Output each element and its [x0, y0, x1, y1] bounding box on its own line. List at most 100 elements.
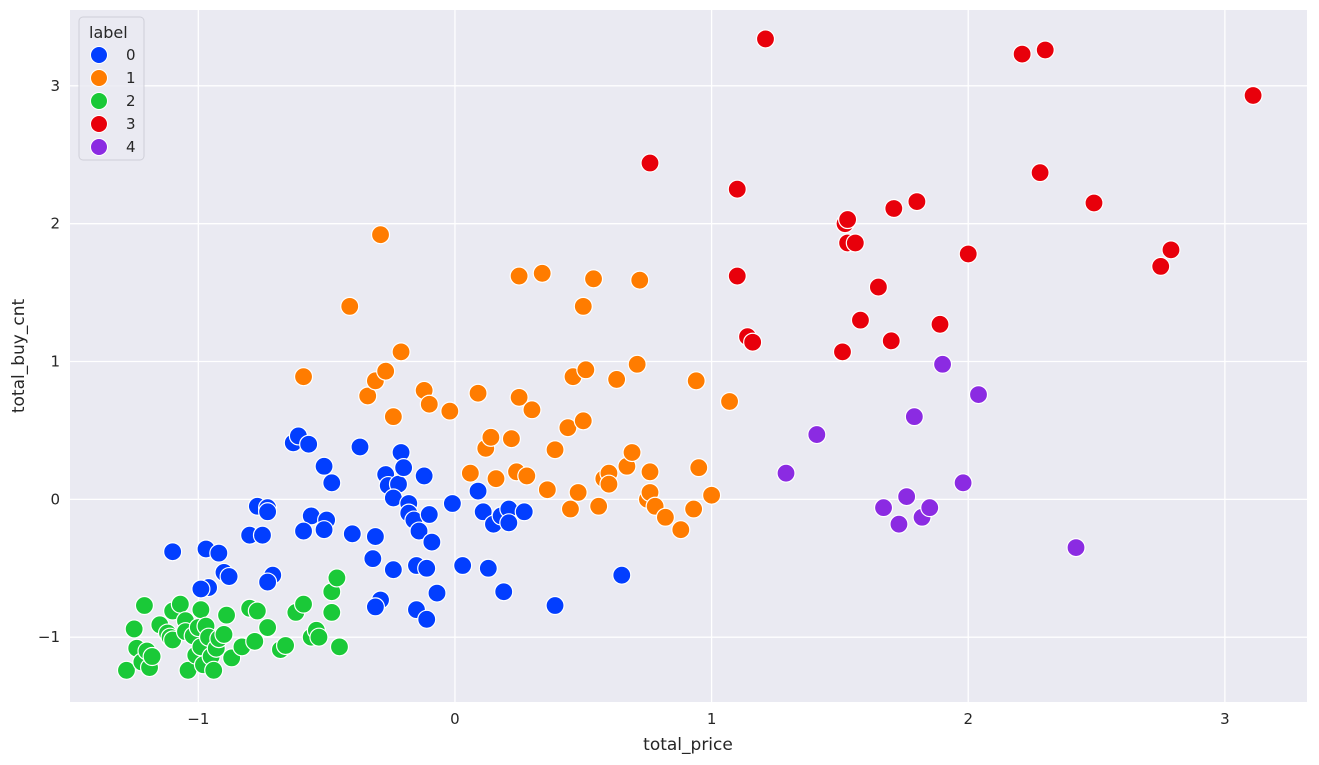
x-tick-label: 2 [963, 710, 973, 728]
legend-label-3: 3 [126, 115, 136, 133]
data-point-label-3 [845, 233, 865, 253]
data-point-label-2 [322, 602, 342, 622]
data-point-label-3 [850, 310, 871, 330]
data-point-label-1 [573, 411, 593, 431]
x-tick-label: −1 [187, 710, 209, 728]
data-point-label-0 [612, 565, 632, 585]
data-point-label-1 [583, 269, 604, 289]
data-point-label-2 [124, 619, 144, 639]
data-point-label-0 [417, 558, 437, 578]
legend-title: label [89, 23, 128, 42]
data-point-label-4 [953, 473, 973, 493]
data-point-label-0 [258, 572, 278, 592]
data-point-label-0 [314, 520, 334, 540]
data-point-label-2 [170, 594, 190, 614]
data-point-label-0 [514, 502, 534, 522]
legend-marker-3 [90, 115, 108, 133]
legend-label-0: 0 [126, 46, 136, 64]
data-point-label-3 [755, 29, 776, 49]
legend-marker-2 [90, 92, 108, 110]
legend-label-1: 1 [126, 69, 136, 87]
data-point-label-2 [245, 631, 265, 651]
data-point-label-0 [453, 555, 473, 576]
data-point-label-0 [365, 597, 386, 617]
data-point-label-1 [545, 440, 565, 460]
data-points [116, 29, 1263, 680]
data-point-label-2 [116, 660, 137, 680]
data-point-label-1 [537, 480, 557, 500]
y-tick-label: 1 [50, 353, 60, 371]
data-point-label-4 [873, 498, 894, 518]
data-point-label-0 [417, 609, 437, 629]
data-point-label-2 [309, 627, 329, 647]
data-point-label-1 [640, 462, 660, 482]
x-tick-label: 1 [707, 710, 717, 728]
data-point-label-0 [293, 521, 314, 541]
data-point-label-0 [442, 493, 462, 514]
data-point-label-0 [252, 525, 273, 545]
data-point-label-0 [545, 595, 565, 616]
y-tick-label: 2 [50, 215, 60, 233]
data-point-label-1 [719, 391, 740, 412]
data-point-label-0 [409, 521, 429, 541]
data-point-label-1 [630, 270, 650, 290]
data-point-label-1 [686, 371, 706, 391]
data-point-label-1 [340, 296, 360, 316]
data-point-label-3 [868, 277, 889, 297]
data-point-label-4 [932, 354, 953, 374]
legend: label 0 1 2 3 4 [78, 16, 145, 161]
data-point-label-1 [486, 469, 506, 489]
data-point-label-1 [293, 367, 314, 387]
data-point-label-1 [589, 496, 609, 516]
data-point-label-1 [440, 401, 460, 421]
data-point-label-1 [689, 458, 709, 478]
data-point-label-4 [968, 384, 989, 405]
data-point-label-1 [391, 342, 411, 362]
data-point-label-0 [299, 434, 319, 454]
data-point-label-0 [258, 502, 278, 522]
y-tick-label: 0 [50, 490, 60, 508]
grid [70, 10, 1307, 702]
data-point-label-1 [671, 520, 691, 540]
data-point-label-1 [622, 442, 642, 463]
data-point-label-3 [1012, 44, 1032, 64]
data-point-label-0 [478, 558, 498, 578]
data-point-label-3 [958, 244, 978, 264]
legend-entries: 0 1 2 3 4 [90, 46, 136, 156]
data-point-label-1 [370, 225, 391, 245]
x-tick-label: 3 [1220, 710, 1230, 728]
data-point-label-3 [727, 266, 747, 286]
data-point-label-0 [350, 437, 370, 457]
data-point-label-2 [216, 605, 237, 625]
legend-marker-0 [90, 46, 108, 64]
data-point-label-1 [627, 354, 647, 374]
data-point-label-1 [560, 499, 581, 519]
data-point-label-0 [342, 524, 362, 544]
data-point-label-0 [419, 504, 439, 525]
data-point-label-4 [904, 407, 924, 427]
data-point-label-4 [776, 463, 796, 483]
x-axis-label: total_price [643, 735, 733, 755]
legend-marker-1 [90, 69, 108, 87]
y-axis-label: total_buy_cnt [9, 299, 29, 414]
data-point-label-3 [727, 179, 747, 199]
data-point-label-1 [607, 369, 627, 390]
y-tick-label: 3 [50, 77, 60, 95]
data-point-label-1 [468, 383, 488, 403]
data-point-label-1 [419, 394, 439, 414]
data-point-label-1 [501, 429, 522, 449]
data-point-label-3 [838, 209, 858, 230]
data-point-label-1 [576, 360, 596, 380]
data-point-label-0 [363, 549, 383, 569]
legend-marker-4 [90, 138, 108, 156]
data-point-label-1 [509, 387, 529, 407]
data-point-label-2 [191, 600, 211, 620]
legend-label-4: 4 [126, 138, 136, 156]
data-point-label-2 [134, 595, 155, 616]
data-point-label-0 [468, 481, 488, 501]
data-point-label-1 [509, 266, 529, 286]
data-point-label-2 [142, 646, 162, 667]
data-point-label-0 [473, 502, 493, 522]
data-point-label-1 [522, 400, 542, 420]
